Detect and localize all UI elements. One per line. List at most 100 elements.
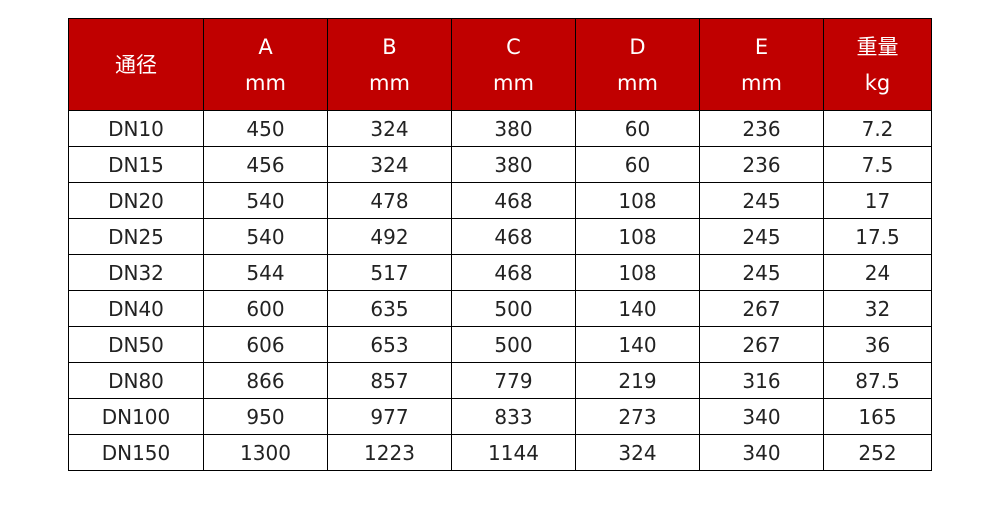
table-cell: 478: [327, 182, 452, 219]
table-row: DN100 950 977 833 273 340 165: [68, 398, 932, 435]
table-cell: 450: [203, 110, 328, 147]
table-cell: 7.5: [823, 146, 932, 183]
table-cell: 36: [823, 326, 932, 363]
table-row: DN40 600 635 500 140 267 32: [68, 290, 932, 327]
table-cell: 316: [699, 362, 824, 399]
table-cell: 606: [203, 326, 328, 363]
table-body: DN10 450 324 380 60 236 7.2 DN15 456 324 380 60 236 7…: [68, 110, 932, 471]
table-cell: 219: [575, 362, 700, 399]
table-cell: 7.2: [823, 110, 932, 147]
header-label: E: [754, 34, 769, 59]
table-row: DN80 866 857 779 219 316 87.5: [68, 362, 932, 399]
table-cell: 468: [451, 218, 576, 255]
header-cell: 通径: [68, 18, 204, 111]
table-cell: 17.5: [823, 218, 932, 255]
table-cell: 252: [823, 434, 932, 471]
table-cell: 1144: [451, 434, 576, 471]
table-cell: 492: [327, 218, 452, 255]
table-cell: 245: [699, 218, 824, 255]
table-cell: DN25: [68, 218, 204, 255]
table-cell: 380: [451, 110, 576, 147]
table-cell: 60: [575, 146, 700, 183]
table-cell: 544: [203, 254, 328, 291]
table-cell: 267: [699, 290, 824, 327]
table-cell: 87.5: [823, 362, 932, 399]
table-cell: 1300: [203, 434, 328, 471]
table-cell: 380: [451, 146, 576, 183]
table-cell: 517: [327, 254, 452, 291]
table-cell: DN100: [68, 398, 204, 435]
table-cell: 456: [203, 146, 328, 183]
table-cell: 24: [823, 254, 932, 291]
table-cell: 108: [575, 218, 700, 255]
table-cell: 273: [575, 398, 700, 435]
table-cell: 236: [699, 110, 824, 147]
table-cell: 635: [327, 290, 452, 327]
table-cell: DN32: [68, 254, 204, 291]
table-cell: 108: [575, 254, 700, 291]
table-cell: DN50: [68, 326, 204, 363]
table-cell: 108: [575, 182, 700, 219]
table-cell: 600: [203, 290, 328, 327]
table-cell: DN150: [68, 434, 204, 471]
table-cell: 32: [823, 290, 932, 327]
table-cell: 500: [451, 290, 576, 327]
table-cell: 653: [327, 326, 452, 363]
table-row: DN150 1300 1223 1144 324 340 252: [68, 434, 932, 471]
table-cell: 17: [823, 182, 932, 219]
header-label: 通径: [115, 52, 157, 77]
table-cell: 977: [327, 398, 452, 435]
table-cell: 140: [575, 290, 700, 327]
table-cell: 245: [699, 254, 824, 291]
table-cell: 324: [327, 146, 452, 183]
table-cell: DN80: [68, 362, 204, 399]
table-cell: 267: [699, 326, 824, 363]
table-row: DN32 544 517 468 108 245 24: [68, 254, 932, 291]
header-unit: mm: [493, 70, 534, 95]
table-cell: 324: [575, 434, 700, 471]
table-cell: DN15: [68, 146, 204, 183]
table-cell: 468: [451, 182, 576, 219]
table-cell: 833: [451, 398, 576, 435]
table-cell: 324: [327, 110, 452, 147]
table-row: DN25 540 492 468 108 245 17.5: [68, 218, 932, 255]
table-cell: 340: [699, 434, 824, 471]
header-label: D: [629, 34, 646, 59]
table-cell: 140: [575, 326, 700, 363]
header-unit: mm: [617, 70, 658, 95]
table-cell: DN40: [68, 290, 204, 327]
table-cell: 468: [451, 254, 576, 291]
table-row: DN15 456 324 380 60 236 7.5: [68, 146, 932, 183]
table-cell: 950: [203, 398, 328, 435]
table-cell: DN20: [68, 182, 204, 219]
header-cell: 重量 kg: [823, 18, 932, 111]
table-cell: 779: [451, 362, 576, 399]
header-label: B: [382, 34, 397, 59]
table-cell: 245: [699, 182, 824, 219]
header-label: C: [506, 34, 521, 59]
table-cell: 165: [823, 398, 932, 435]
table-cell: 60: [575, 110, 700, 147]
table-row: DN20 540 478 468 108 245 17: [68, 182, 932, 219]
table-cell: 340: [699, 398, 824, 435]
table-row: DN50 606 653 500 140 267 36: [68, 326, 932, 363]
header-label: A: [258, 34, 273, 59]
table-cell: 1223: [327, 434, 452, 471]
table-cell: DN10: [68, 110, 204, 147]
table-cell: 540: [203, 218, 328, 255]
table-cell: 857: [327, 362, 452, 399]
header-unit: kg: [864, 70, 891, 95]
header-unit: mm: [369, 70, 410, 95]
table-row: DN10 450 324 380 60 236 7.2: [68, 110, 932, 147]
table-cell: 500: [451, 326, 576, 363]
table-cell: 540: [203, 182, 328, 219]
table-cell: 236: [699, 146, 824, 183]
header-label: 重量: [856, 34, 899, 59]
